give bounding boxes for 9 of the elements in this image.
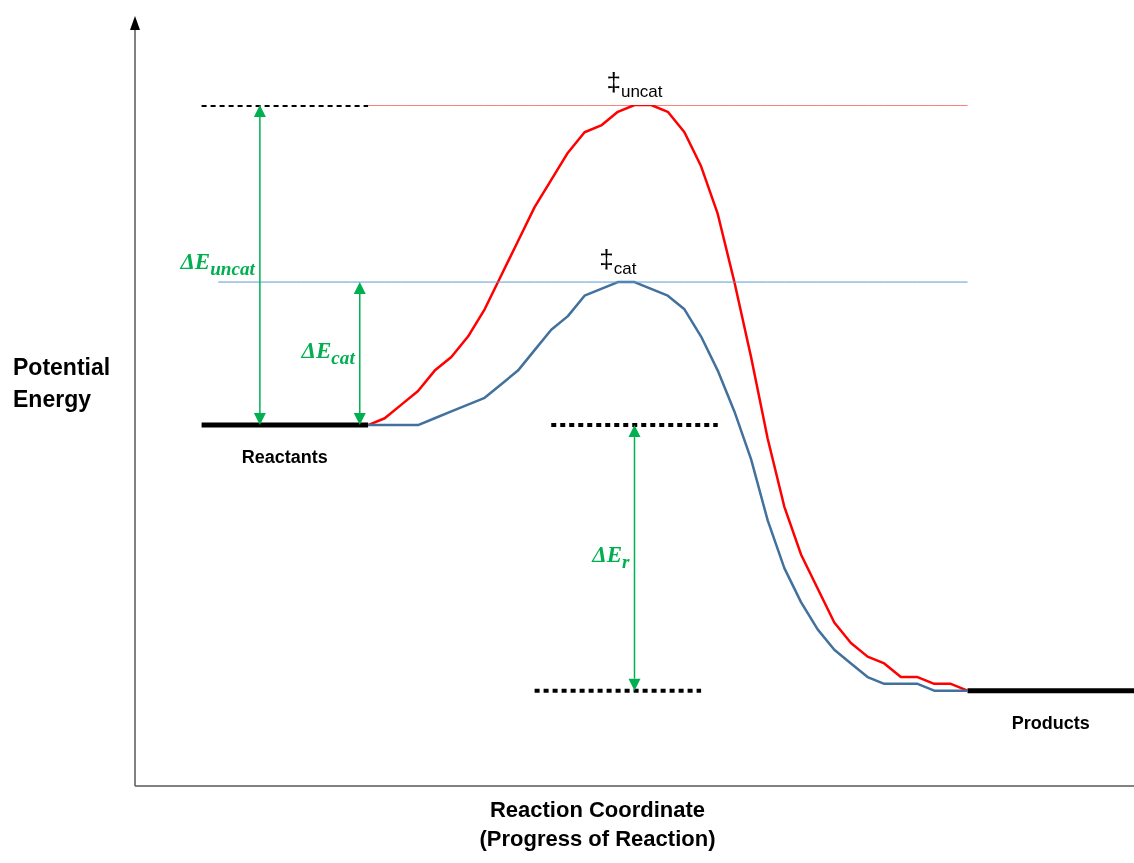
x-axis-title: Reaction Coordinate (Progress of Reaction) [478,796,717,853]
annotation: ΔE$_{r}$ [590,540,630,574]
annotation: ΔE$_{cat}$ [300,336,355,370]
y-axis-title: Potential Energy [13,353,112,415]
annotation: ‡$_{cat}$ [598,243,638,281]
text: ‡$_{uncat}$ [605,66,664,104]
series-label: Reactants [240,447,329,469]
series-label: Products [1010,712,1091,734]
annotation: ΔE$_{uncat}$ [179,248,255,281]
